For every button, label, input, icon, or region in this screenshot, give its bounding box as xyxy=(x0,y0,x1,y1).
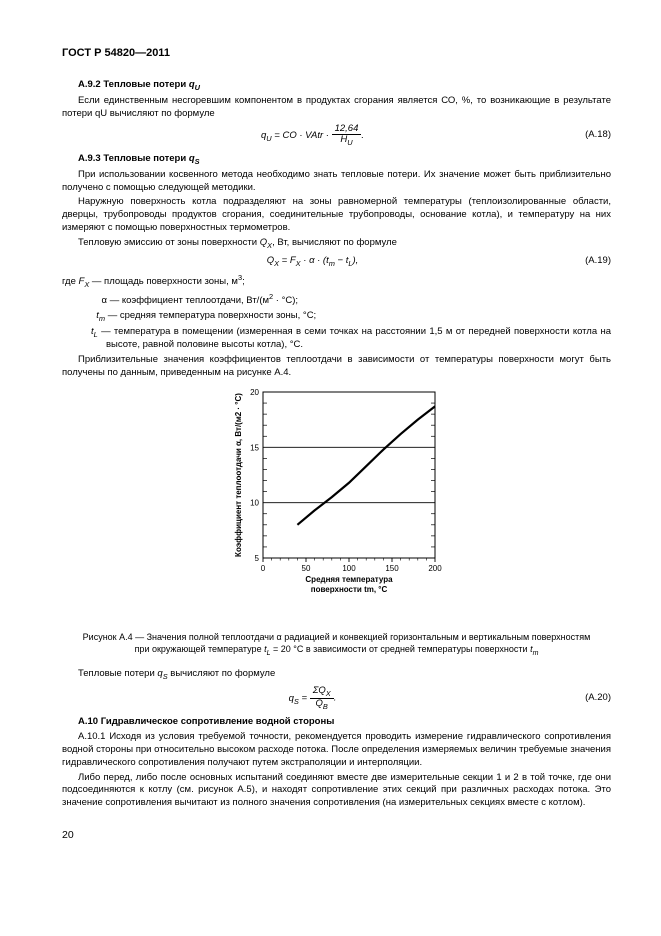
standard-header: ГОСТ Р 54820—2011 xyxy=(62,46,611,61)
svg-text:15: 15 xyxy=(250,443,259,452)
where-tm: tm — средняя температура поверхности зон… xyxy=(62,310,611,324)
a93-p3: Тепловую эмиссию от зоны поверхности QX,… xyxy=(62,237,611,251)
a93-p1: При использовании косвенного метода необ… xyxy=(62,169,611,195)
svg-text:50: 50 xyxy=(301,564,310,573)
section-a92-title: А.9.2 Тепловые потери qU xyxy=(62,79,611,93)
page-number: 20 xyxy=(62,828,611,842)
a93-p2: Наружную поверхность котла подразделяют … xyxy=(62,196,611,234)
svg-text:150: 150 xyxy=(385,564,399,573)
a93-p4: Приблизительные значения коэффициентов т… xyxy=(62,354,611,380)
equation-a18: qU = CO · VAtr · 12,64HU. (A.18) xyxy=(62,124,611,147)
where-fx: где FX — площадь поверхности зоны, м3; xyxy=(62,273,611,290)
qs-intro: Тепловые потери qS вычисляют по формуле xyxy=(62,668,611,682)
svg-text:20: 20 xyxy=(250,388,259,397)
svg-text:поверхности tm, °С: поверхности tm, °С xyxy=(310,585,387,594)
svg-text:5: 5 xyxy=(254,554,259,563)
section-a10-title: А.10 Гидравлическое сопротивление водной… xyxy=(62,716,611,729)
a10-p2: Либо перед, либо после основных испытани… xyxy=(62,772,611,810)
where-alpha: α — коэффициент теплоотдачи, Вт/(м2 · °С… xyxy=(62,292,611,308)
svg-text:0: 0 xyxy=(260,564,265,573)
a92-p1: Если единственным несгоревшим компоненто… xyxy=(62,95,611,121)
equation-a19: QX = FX · α · (tm − tL), (A.19) xyxy=(62,255,611,269)
equation-a20: qS = ΣQXQB. (A.20) xyxy=(62,686,611,710)
figure-a4-caption: Рисунок А.4 — Значения полной теплоотдач… xyxy=(82,631,591,658)
svg-text:10: 10 xyxy=(250,499,259,508)
svg-text:100: 100 xyxy=(342,564,356,573)
svg-text:200: 200 xyxy=(428,564,442,573)
svg-text:Коэффициент теплоотдачи α, Вт/: Коэффициент теплоотдачи α, Вт/(м2 · °С) xyxy=(234,393,243,557)
section-a93-title: А.9.3 Тепловые потери qS xyxy=(62,153,611,167)
a10-p1: А.10.1 Исходя из условия требуемой точно… xyxy=(62,731,611,769)
where-tl: tL — температура в помещении (измеренная… xyxy=(62,326,611,353)
figure-a4: 5101520050100150200Средняя температурапо… xyxy=(62,386,611,625)
svg-text:Средняя температура: Средняя температура xyxy=(305,575,393,584)
